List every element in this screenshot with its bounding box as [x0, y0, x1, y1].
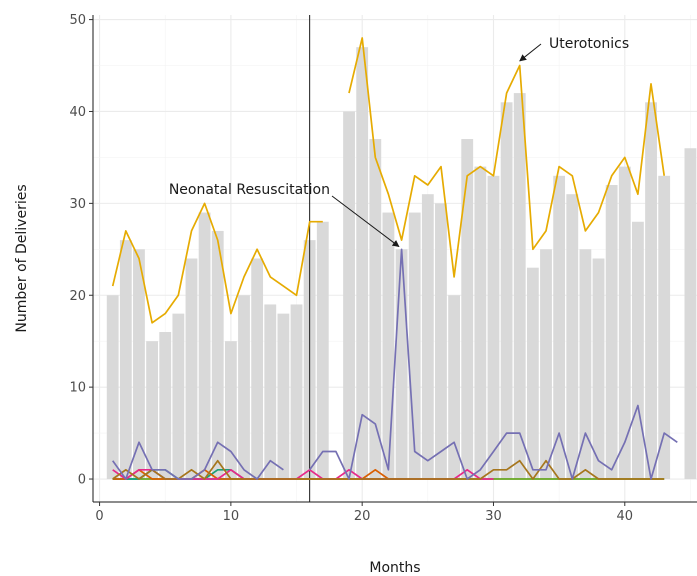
bar: [618, 166, 631, 480]
bar: [356, 47, 369, 480]
annotation-arrow: [519, 43, 542, 62]
bar: [474, 166, 487, 480]
annotation-arrow: [331, 195, 400, 247]
bar: [277, 313, 290, 480]
bar: [408, 212, 421, 480]
y-tick-label: 50: [69, 13, 86, 28]
x-tick-label: 20: [354, 509, 371, 524]
axis-ticks: 0 10 20 30 40 0 10 20 30 40 50: [69, 13, 633, 524]
bar: [540, 249, 552, 480]
bar: [290, 304, 303, 480]
annotation-label: Uterotonics: [549, 36, 629, 52]
x-tick-label: 0: [95, 509, 103, 524]
bar: [684, 148, 697, 480]
bar: [421, 194, 434, 480]
annotations: Uterotonics Neonatal Resuscitation: [169, 36, 629, 247]
bar: [382, 212, 395, 480]
series-line: [309, 248, 678, 480]
bar: [198, 212, 211, 480]
x-tick-label: 10: [223, 509, 240, 524]
bar: [106, 295, 119, 480]
bar: [119, 240, 132, 480]
y-tick-label: 10: [69, 381, 86, 396]
bar: [146, 341, 158, 480]
bar: [395, 249, 408, 480]
bar: [238, 295, 250, 480]
bar: [526, 267, 539, 480]
bar: [553, 175, 566, 480]
x-tick-label: 30: [485, 509, 502, 524]
series-line: [112, 441, 284, 480]
bar: [592, 258, 605, 480]
bar: [159, 332, 172, 480]
x-axis-title: Months: [369, 560, 420, 576]
bar: [579, 249, 592, 480]
bar: [566, 194, 579, 480]
bar: [605, 184, 618, 480]
bar: [251, 258, 264, 480]
line-series: [111, 37, 678, 480]
y-axis-title: Number of Deliveries: [14, 184, 30, 332]
bar: [435, 203, 447, 480]
y-tick-label: 20: [69, 289, 86, 304]
bar: [658, 175, 671, 480]
bar: [487, 175, 500, 480]
bar: [211, 230, 224, 480]
bar: [224, 341, 237, 480]
bar: [343, 111, 355, 480]
y-tick-label: 40: [69, 105, 86, 120]
bar: [316, 221, 329, 480]
bar: [448, 295, 460, 480]
bar: [500, 102, 513, 480]
series-line: [348, 37, 666, 278]
bar: [632, 221, 644, 480]
x-tick-label: 40: [617, 509, 634, 524]
bar: [133, 249, 145, 480]
y-tick-label: 0: [78, 473, 86, 488]
bar: [461, 139, 474, 480]
bar: [185, 258, 198, 480]
bar: [645, 102, 657, 480]
series-line: [111, 202, 323, 324]
bar: [513, 93, 526, 480]
bar: [369, 139, 382, 480]
bar: [264, 304, 277, 480]
annotation-label: Neonatal Resuscitation: [169, 182, 330, 198]
y-tick-label: 30: [69, 197, 86, 212]
bar: [172, 313, 185, 480]
